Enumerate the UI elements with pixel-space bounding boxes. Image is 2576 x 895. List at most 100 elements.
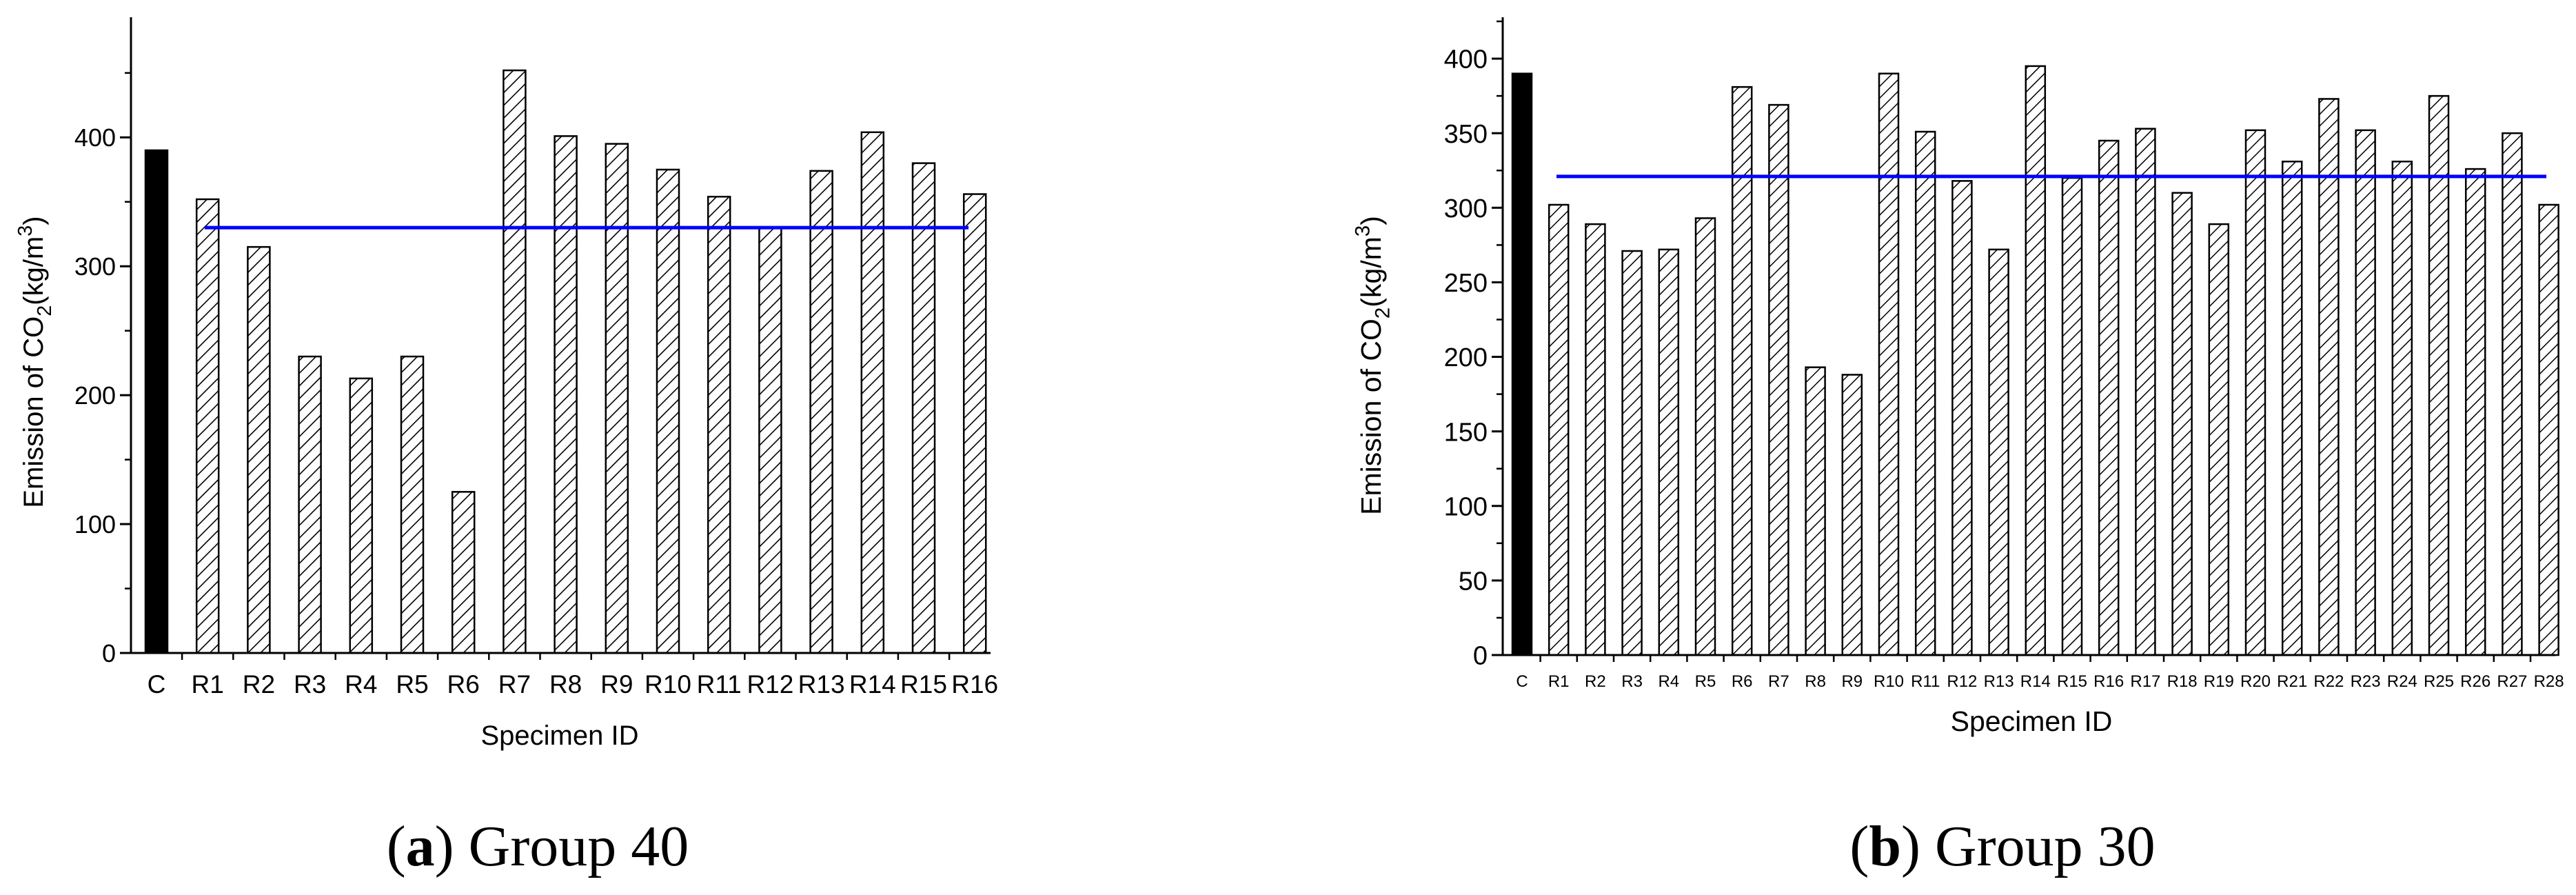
chart-b-y-tick-label: 400 (1444, 46, 1488, 74)
chart-a-bar-r12 (758, 226, 782, 654)
chart-a-bar-r11 (707, 195, 731, 654)
chart-b-bar-r20 (2244, 129, 2266, 656)
chart-b-y-tick-label: 0 (1473, 642, 1488, 671)
chart-b-x-tick-label: R10 (1874, 672, 1904, 691)
chart-b-bar-r4 (1658, 248, 1680, 656)
chart-a-x-tick-label: R12 (747, 670, 793, 698)
chart-b-x-tick-label: R8 (1805, 672, 1826, 691)
chart-b-bar-r6 (1731, 86, 1753, 656)
chart-a-bar-r3 (298, 355, 322, 654)
chart-b-x-tick-label: R19 (2204, 672, 2234, 691)
caption-b: (b) Group 30 (1849, 814, 2155, 878)
chart-a-x-tick-label: R13 (798, 670, 845, 698)
chart-b-bar-r18 (2171, 192, 2193, 656)
chart-b-x-tick-label: R7 (1768, 672, 1789, 691)
chart-b-x-tick-label: R24 (2387, 672, 2417, 691)
chart-b-bar-r28 (2538, 203, 2559, 656)
chart-b-bar-r27 (2502, 132, 2523, 656)
chart-b-bar-r11 (1914, 130, 1936, 656)
chart-a-y-tick-label: 400 (74, 123, 116, 152)
chart-a-y-tick-label: 200 (74, 381, 116, 410)
chart-b-bar-r17 (2135, 128, 2156, 656)
chart-a-x-tick-label: R5 (396, 670, 428, 698)
chart-b-bar-r16 (2098, 139, 2120, 656)
chart-b-y-tick-label: 50 (1459, 567, 1488, 596)
chart-b-x-tick-label: R6 (1732, 672, 1753, 691)
chart-a-x-tick-label: R16 (951, 670, 998, 698)
chart-a-x-tick-label: R2 (243, 670, 275, 698)
chart-b-x-tick-label: R1 (1548, 672, 1570, 691)
chart-b-bar-r3 (1621, 250, 1643, 656)
chart-a-x-tick-label: R3 (294, 670, 326, 698)
caption-b-letter: b (1869, 814, 1901, 878)
chart-b-bar-r25 (2428, 94, 2450, 656)
chart-b-bar-r10 (1878, 72, 1900, 656)
chart-a-bar-r14 (860, 131, 885, 654)
chart-b-bar-r12 (1951, 180, 1973, 656)
caption-a: (a) Group 40 (387, 814, 689, 878)
chart-b-bar-r24 (2391, 161, 2413, 656)
chart-b-x-tick-label: R21 (2277, 672, 2307, 691)
chart-b-y-tick-label: 100 (1444, 492, 1488, 521)
chart-a-x-tick-label: C (148, 670, 166, 698)
chart-a-x-tick-label: R4 (345, 670, 377, 698)
chart-a-bar-r13 (809, 170, 833, 654)
chart-b-x-tick-label: R13 (1984, 672, 2014, 691)
chart-a-x-tick-label: R14 (849, 670, 896, 698)
chart-b-x-tick-label: R17 (2130, 672, 2160, 691)
chart-b-bar-r8 (1805, 366, 1826, 656)
chart-b-x-tick-label: R27 (2497, 672, 2527, 691)
chart-a-bar-r16 (962, 193, 987, 654)
chart-b-x-axis-label: Specimen ID (1951, 705, 2113, 737)
chart-b-bar-r26 (2464, 168, 2486, 656)
chart-a-y-tick-label: 100 (74, 510, 116, 539)
chart-a-bar-r6 (451, 491, 476, 654)
chart-b-x-tick-label: C (1516, 672, 1528, 691)
chart-b-x-tick-label: R12 (1947, 672, 1977, 691)
chart-b-x-tick-label: R18 (2167, 672, 2198, 691)
chart-b-y-axis-label: Emission of CO2(kg/m3) (1352, 216, 1395, 515)
chart-b-bar-r1 (1548, 203, 1570, 656)
chart-a-x-tick-label: R6 (447, 670, 480, 698)
chart-b-x-tick-label: R14 (2020, 672, 2051, 691)
chart-a-x-tick-label: R7 (498, 670, 531, 698)
chart-b-bar-r7 (1768, 103, 1789, 656)
chart-a-bar-r1 (195, 198, 220, 654)
chart-b-bar-r23 (2355, 129, 2376, 656)
chart-b-x-tick-label: R20 (2240, 672, 2271, 691)
chart-b-x-tick-label: R4 (1658, 672, 1679, 691)
chart-a-x-tick-label: R11 (697, 670, 742, 698)
chart-b-x-tick-label: R5 (1695, 672, 1716, 691)
chart-b-bar-r19 (2208, 223, 2230, 656)
chart-b-x-tick-label: R3 (1621, 672, 1643, 691)
chart-a-bar-r4 (349, 377, 374, 654)
chart-b-y-tick-label: 350 (1444, 120, 1488, 149)
chart-a-x-tick-label: R8 (549, 670, 582, 698)
chart-b-bar-r2 (1585, 223, 1606, 656)
chart-a-bar-c (144, 149, 169, 654)
chart-b-bar-r9 (1841, 374, 1863, 656)
chart-a-x-tick-label: R15 (900, 670, 947, 698)
chart-b-bar-r22 (2318, 98, 2340, 656)
chart-b-y-tick-label: 150 (1444, 418, 1488, 447)
chart-a-bar-r7 (503, 69, 527, 654)
chart-b-bar-r13 (1988, 248, 2009, 656)
chart-a-y-tick-label: 0 (102, 639, 116, 667)
chart-b-x-tick-label: R22 (2313, 672, 2344, 691)
chart-a-bar-r15 (911, 162, 936, 654)
chart-a-x-tick-label: R9 (600, 670, 633, 698)
chart-b-x-tick-label: R11 (1911, 672, 1940, 691)
chart-b-bar-c (1511, 72, 1533, 656)
chart-a-x-tick-label: R1 (192, 670, 224, 698)
chart-b-x-tick-label: R25 (2424, 672, 2454, 691)
chart-b-bar-r15 (2061, 177, 2083, 656)
chart-b-y-tick-label: 300 (1444, 194, 1488, 223)
chart-b-x-tick-label: R2 (1585, 672, 1606, 691)
chart-a-bar-r5 (400, 355, 425, 654)
chart-b-x-tick-label: R9 (1841, 672, 1863, 691)
caption-a-text: Group 40 (469, 814, 689, 878)
chart-b-bar-r21 (2281, 161, 2303, 656)
chart-a-y-axis-label: Emission of CO2(kg/m3) (14, 216, 56, 507)
